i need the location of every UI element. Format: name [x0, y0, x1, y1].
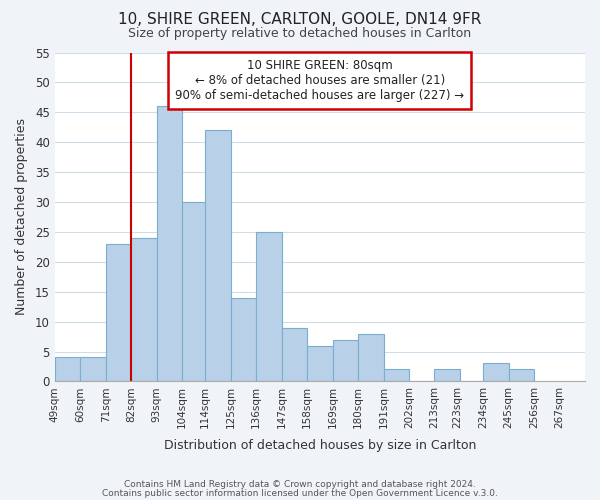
Bar	[509, 370, 534, 382]
Bar	[55, 358, 80, 382]
Bar	[434, 370, 460, 382]
Bar	[131, 238, 157, 382]
Text: Contains HM Land Registry data © Crown copyright and database right 2024.: Contains HM Land Registry data © Crown c…	[124, 480, 476, 489]
Text: 10 SHIRE GREEN: 80sqm
← 8% of detached houses are smaller (21)
90% of semi-detac: 10 SHIRE GREEN: 80sqm ← 8% of detached h…	[175, 59, 464, 102]
Bar	[157, 106, 182, 382]
Bar	[358, 334, 383, 382]
Bar	[332, 340, 358, 382]
Bar	[256, 232, 281, 382]
Y-axis label: Number of detached properties: Number of detached properties	[15, 118, 28, 316]
Bar	[230, 298, 256, 382]
Bar	[106, 244, 131, 382]
Text: 10, SHIRE GREEN, CARLTON, GOOLE, DN14 9FR: 10, SHIRE GREEN, CARLTON, GOOLE, DN14 9F…	[118, 12, 482, 28]
Bar	[483, 364, 509, 382]
Bar	[80, 358, 106, 382]
Bar	[383, 370, 409, 382]
Text: Contains public sector information licensed under the Open Government Licence v.: Contains public sector information licen…	[102, 489, 498, 498]
X-axis label: Distribution of detached houses by size in Carlton: Distribution of detached houses by size …	[164, 440, 476, 452]
Bar	[307, 346, 332, 382]
Bar	[281, 328, 307, 382]
Bar	[182, 202, 208, 382]
Text: Size of property relative to detached houses in Carlton: Size of property relative to detached ho…	[128, 28, 472, 40]
Bar	[205, 130, 230, 382]
